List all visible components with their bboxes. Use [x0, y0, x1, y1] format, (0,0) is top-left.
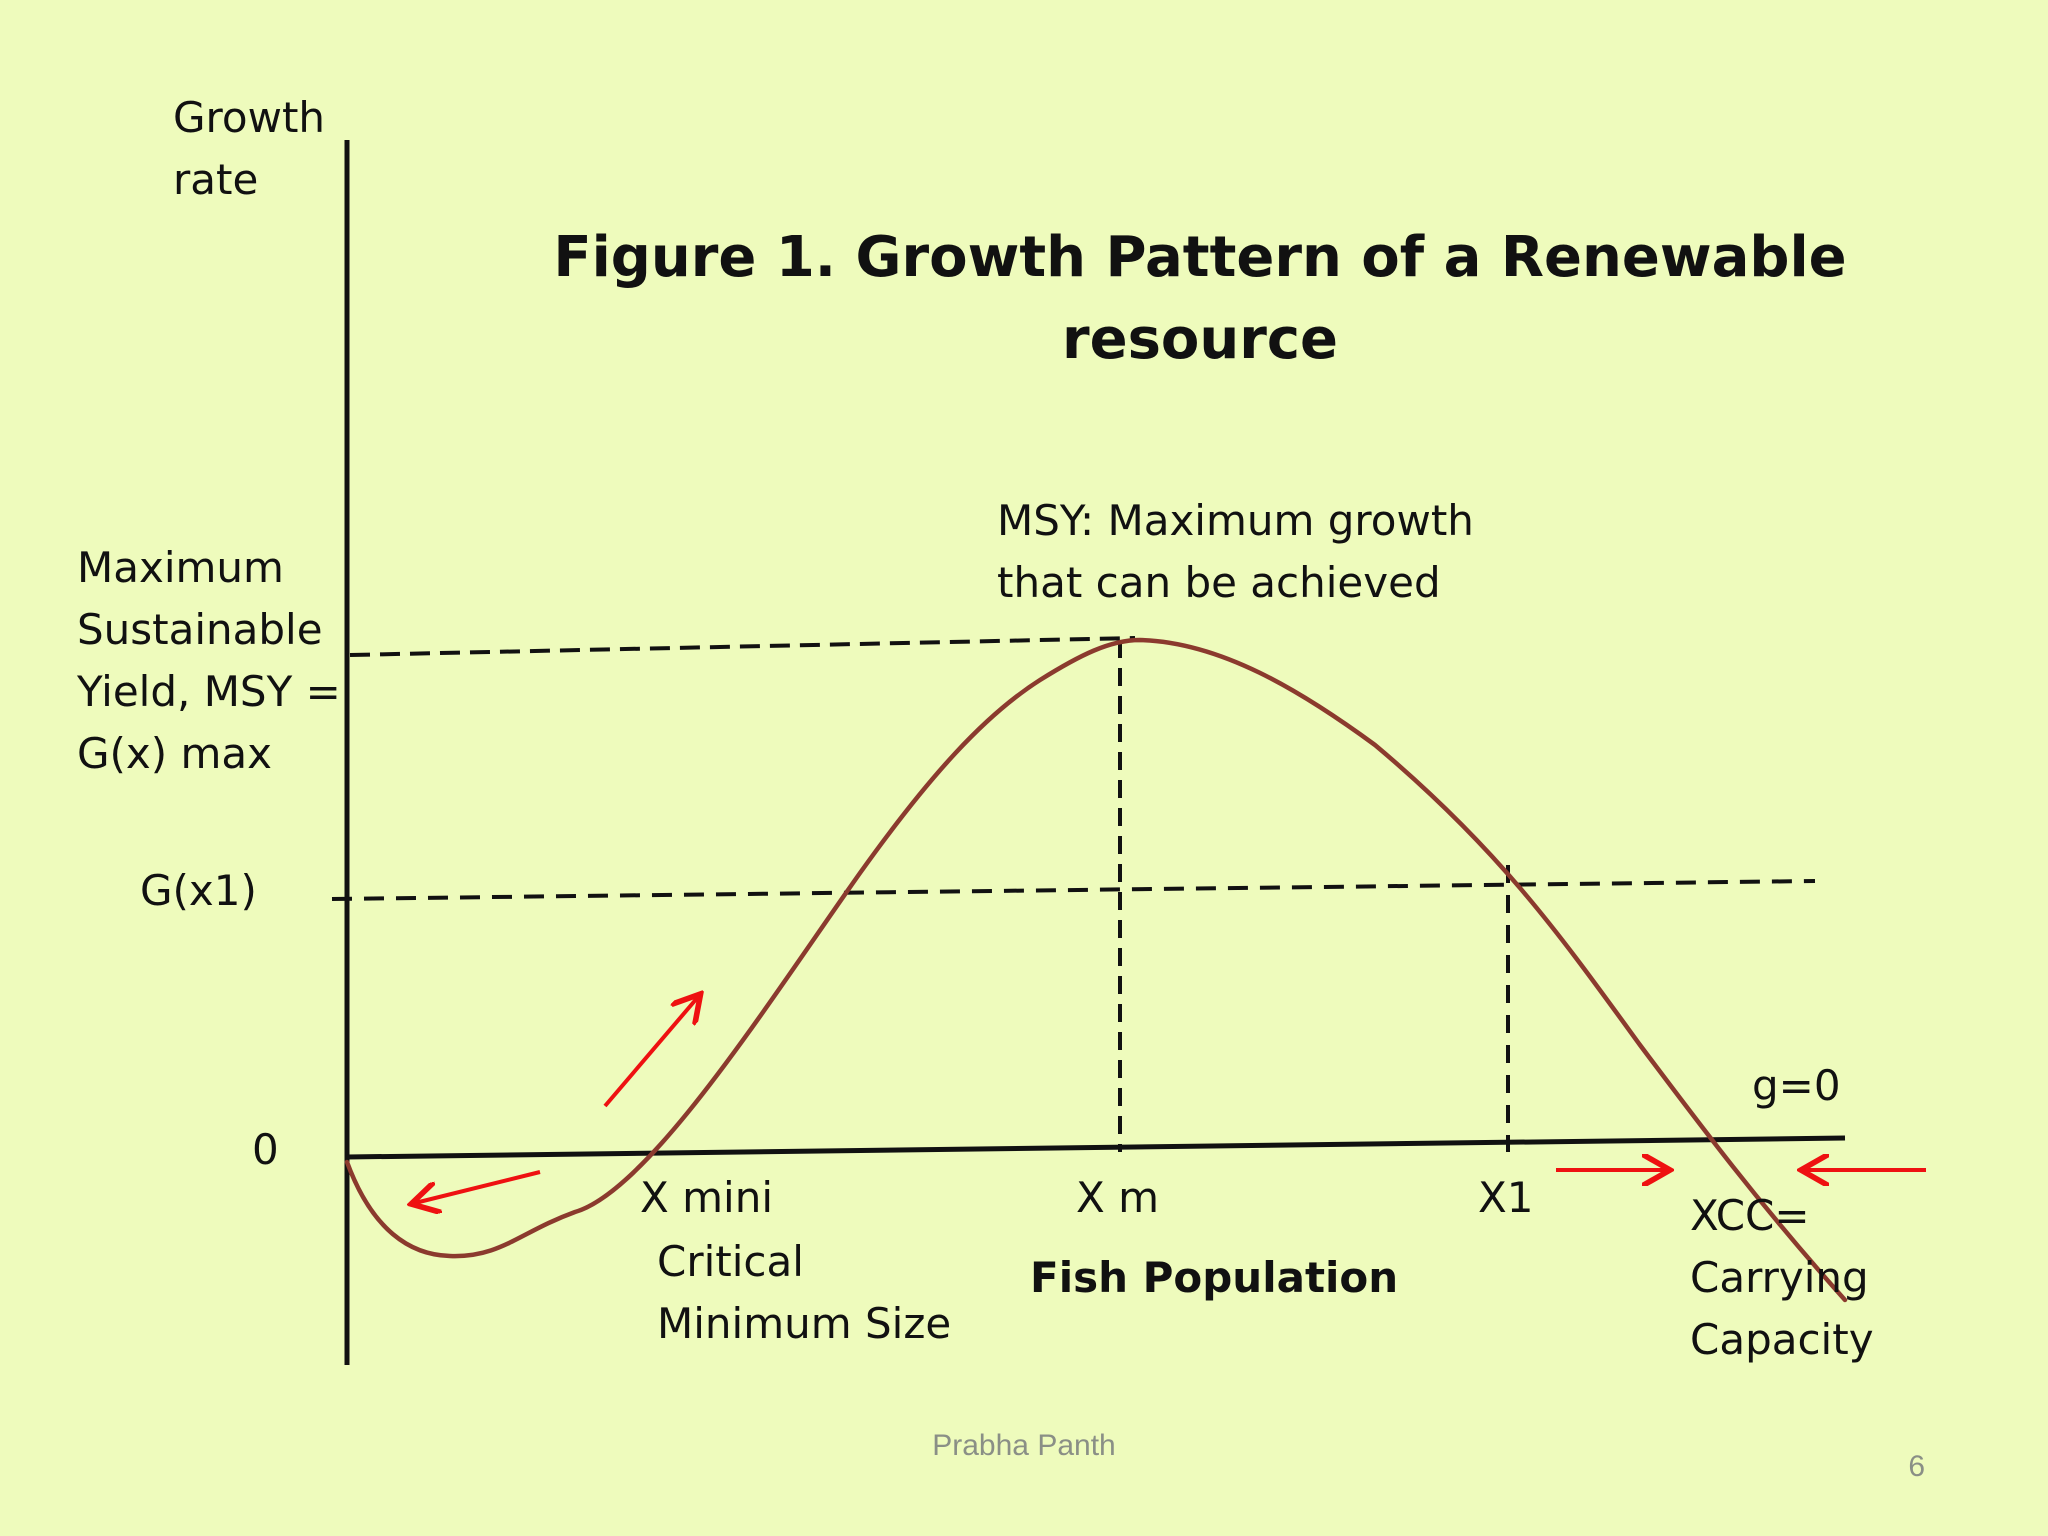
y-axis-label-line2: rate: [173, 155, 258, 204]
msy-note-line1: MSY: Maximum growth: [997, 496, 1474, 545]
figure-title-line1: Figure 1. Growth Pattern of a Renewable: [553, 225, 1846, 290]
x-axis-label: Fish Population: [1030, 1253, 1398, 1302]
x-mini-label: X mini: [640, 1173, 773, 1222]
critical-label-line2: Minimum Size: [657, 1299, 951, 1348]
y-axis-label-line1: Growth: [173, 93, 325, 142]
xm-label: X m: [1076, 1173, 1159, 1222]
gx1-horizontal-dashed-line: [331, 879, 1816, 901]
x1-label: X1: [1478, 1173, 1534, 1222]
footer-author: Prabha Panth: [932, 1429, 1115, 1462]
x-axis-line: [346, 1135, 1846, 1160]
gx1-label: G(x1): [140, 866, 257, 915]
up-arrow-icon: [603, 997, 698, 1108]
xcc-label-line1: XCC=: [1690, 1191, 1810, 1240]
figure-title-line2: resource: [1062, 307, 1338, 372]
msy-label-line3: Yield, MSY =: [76, 667, 341, 716]
msy-label-line1: Maximum: [77, 543, 284, 592]
page-number: 6: [1908, 1450, 1925, 1483]
xcc-label-line3: Capacity: [1690, 1315, 1874, 1364]
msy-horizontal-dashed-line: [349, 636, 1136, 657]
left-arrow-icon: [415, 1170, 541, 1203]
msy-note-line2: that can be achieved: [997, 558, 1441, 607]
g-zero-label: g=0: [1752, 1061, 1841, 1110]
msy-label-line2: Sustainable: [77, 605, 323, 654]
xcc-label-line2: Carrying: [1690, 1253, 1869, 1302]
zero-label: 0: [252, 1125, 279, 1174]
growth-curve: [344, 637, 1848, 1303]
critical-label-line1: Critical: [657, 1237, 804, 1286]
msy-label-line4: G(x) max: [77, 729, 272, 778]
